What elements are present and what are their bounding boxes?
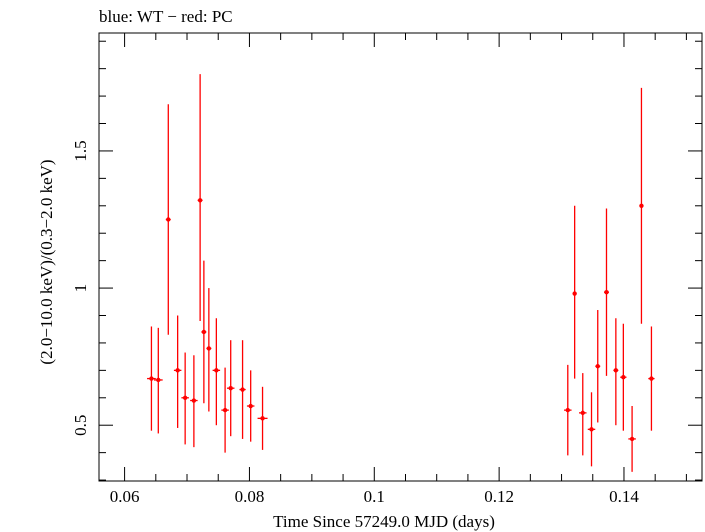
data-point	[639, 87, 644, 324]
data-point	[221, 367, 229, 453]
data-marker	[222, 407, 228, 413]
data-point	[153, 327, 163, 434]
data-point	[147, 326, 156, 431]
data-marker	[595, 364, 600, 369]
axis-ticks	[99, 33, 702, 481]
y-tick-label: 0.5	[71, 415, 90, 436]
data-point	[173, 315, 182, 428]
data-marker	[175, 368, 180, 373]
data-point	[226, 340, 235, 437]
data-series-red	[147, 74, 655, 472]
data-marker	[649, 376, 654, 381]
data-marker	[156, 377, 161, 383]
data-marker	[580, 410, 585, 416]
data-marker	[248, 403, 253, 409]
y-tick-label: 1.5	[71, 140, 90, 161]
data-marker	[589, 427, 594, 432]
data-marker	[572, 291, 577, 296]
data-point	[648, 326, 655, 431]
y-tick-label: 1	[71, 284, 90, 293]
data-point	[190, 355, 198, 448]
data-marker	[260, 416, 265, 421]
data-point	[613, 318, 619, 426]
data-marker	[182, 395, 188, 400]
data-marker	[228, 385, 233, 391]
data-point	[197, 74, 203, 321]
x-tick-label: 0.14	[609, 487, 639, 506]
data-point	[165, 104, 171, 335]
data-marker	[191, 398, 197, 403]
data-marker	[214, 368, 219, 373]
data-marker	[197, 198, 203, 203]
data-point	[201, 260, 207, 404]
x-tick-label: 0.06	[110, 487, 140, 506]
data-point	[257, 386, 268, 450]
data-point	[246, 370, 255, 442]
x-tick-label: 0.08	[235, 487, 265, 506]
data-marker	[639, 203, 644, 208]
data-point	[212, 318, 221, 426]
data-point	[579, 373, 587, 456]
data-point	[587, 392, 596, 467]
x-tick-label: 0.1	[364, 487, 385, 506]
data-point	[181, 352, 189, 445]
data-marker	[206, 346, 212, 351]
data-point	[206, 288, 212, 412]
data-point	[564, 364, 572, 456]
data-marker	[621, 375, 626, 380]
x-tick-label: 0.12	[484, 487, 514, 506]
data-marker	[166, 217, 171, 222]
data-marker	[149, 376, 154, 381]
chart-title: blue: WT − red: PC	[99, 7, 233, 26]
data-point	[239, 340, 246, 439]
data-marker	[604, 289, 609, 295]
data-marker	[629, 436, 635, 442]
x-axis-label: Time Since 57249.0 MJD (days)	[273, 512, 495, 531]
data-marker	[565, 407, 570, 413]
data-point	[620, 323, 627, 431]
data-point	[603, 208, 609, 376]
data-marker	[613, 368, 619, 373]
data-point	[628, 406, 636, 472]
data-point	[572, 205, 577, 379]
y-axis-label: (2.0−10.0 keV)/(0.3−2.0 keV)	[37, 159, 56, 364]
data-point	[595, 310, 601, 423]
data-marker	[201, 329, 207, 335]
data-marker	[240, 387, 245, 392]
tick-labels: 0.06 0.08 0.1 0.12 0.14 0.5 1 1.5	[71, 140, 639, 506]
plot-frame	[98, 32, 703, 482]
